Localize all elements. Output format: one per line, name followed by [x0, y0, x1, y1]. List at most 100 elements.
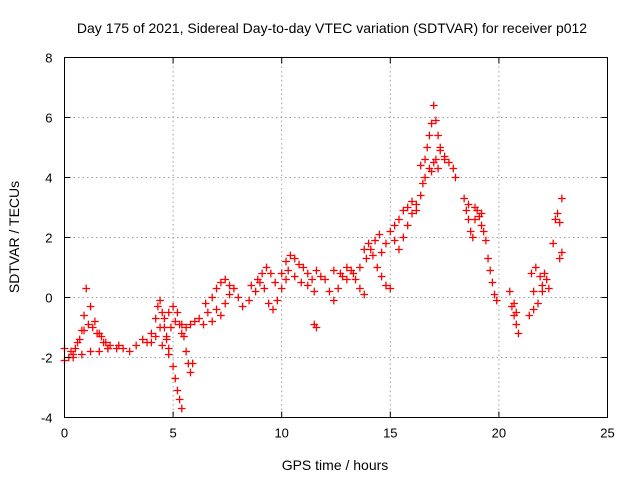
data-point [156, 296, 164, 305]
data-point [225, 290, 234, 299]
data-point [412, 206, 421, 215]
data-point [154, 302, 162, 311]
data-point [208, 317, 217, 326]
data-point [551, 215, 560, 224]
data-point [488, 278, 497, 287]
data-point [403, 203, 412, 212]
data-point [312, 323, 321, 332]
data-point [258, 269, 267, 278]
data-point [221, 275, 230, 284]
data-point [151, 332, 160, 341]
data-point [273, 296, 282, 305]
data-point [531, 263, 540, 272]
data-point [171, 317, 180, 326]
data-point [147, 329, 156, 338]
data-point [540, 269, 549, 278]
data-point [88, 323, 97, 332]
data-point [201, 299, 210, 308]
data-point [175, 395, 184, 404]
data-point [266, 269, 275, 278]
data-point [212, 284, 221, 293]
data-point [360, 245, 369, 254]
data-point [529, 305, 538, 314]
data-point [377, 272, 386, 281]
data-point [386, 227, 395, 236]
data-point [208, 293, 217, 302]
y-tick-label: 6 [45, 111, 52, 126]
data-point [217, 311, 225, 320]
data-point [482, 236, 490, 245]
data-point [416, 191, 425, 200]
data-point [505, 287, 514, 296]
data-point [403, 221, 412, 230]
data-point [299, 263, 308, 272]
data-point [423, 143, 432, 152]
data-point [303, 281, 312, 290]
data-point [171, 374, 180, 383]
data-point [286, 251, 295, 260]
data-point [312, 266, 321, 275]
data-point [71, 344, 80, 353]
data-point [169, 302, 177, 311]
data-point [445, 158, 453, 167]
data-point [477, 209, 486, 218]
data-point [545, 284, 553, 293]
data-point [362, 254, 371, 263]
data-point [408, 209, 416, 218]
data-point [460, 194, 468, 203]
data-point [321, 275, 329, 284]
data-point [182, 323, 190, 332]
data-point [466, 227, 475, 236]
data-point [151, 314, 160, 323]
data-point [164, 344, 173, 353]
data-point [377, 248, 386, 257]
data-point [282, 257, 290, 266]
data-point [67, 347, 75, 356]
data-point [356, 263, 364, 272]
data-point [462, 206, 471, 215]
data-point [119, 344, 127, 353]
data-point [399, 233, 408, 242]
data-point [80, 311, 88, 320]
data-point [80, 326, 88, 335]
data-point [427, 119, 436, 128]
data-point [329, 266, 338, 275]
data-point [440, 152, 449, 161]
data-point [264, 299, 273, 308]
data-point [553, 209, 562, 218]
data-point [349, 269, 358, 278]
y-axis-label: SDTVAR / TECUs [6, 181, 22, 293]
data-point [182, 347, 190, 356]
data-point [449, 164, 458, 173]
data-point [86, 347, 95, 356]
x-tick-label: 20 [492, 426, 506, 441]
data-point [536, 272, 545, 281]
data-point [416, 161, 425, 170]
data-point [429, 158, 438, 167]
data-point [303, 269, 312, 278]
data-point [373, 263, 382, 272]
y-tick-label: -2 [41, 351, 53, 366]
data-point [364, 239, 373, 248]
data-point [558, 194, 566, 203]
data-point [253, 275, 262, 284]
data-point [290, 254, 299, 263]
data-point [69, 353, 78, 362]
x-tick-label: 5 [169, 426, 176, 441]
data-point [125, 347, 134, 356]
data-point [230, 284, 238, 293]
data-point [175, 320, 184, 329]
x-tick-label: 25 [600, 426, 614, 441]
data-point [212, 305, 221, 314]
data-point [78, 350, 86, 359]
data-point [490, 290, 499, 299]
data-point [282, 275, 290, 284]
data-point [132, 341, 141, 350]
data-point [471, 215, 479, 224]
data-point [225, 281, 234, 290]
data-point [204, 308, 212, 317]
data-point [382, 281, 390, 290]
data-point [555, 254, 564, 263]
